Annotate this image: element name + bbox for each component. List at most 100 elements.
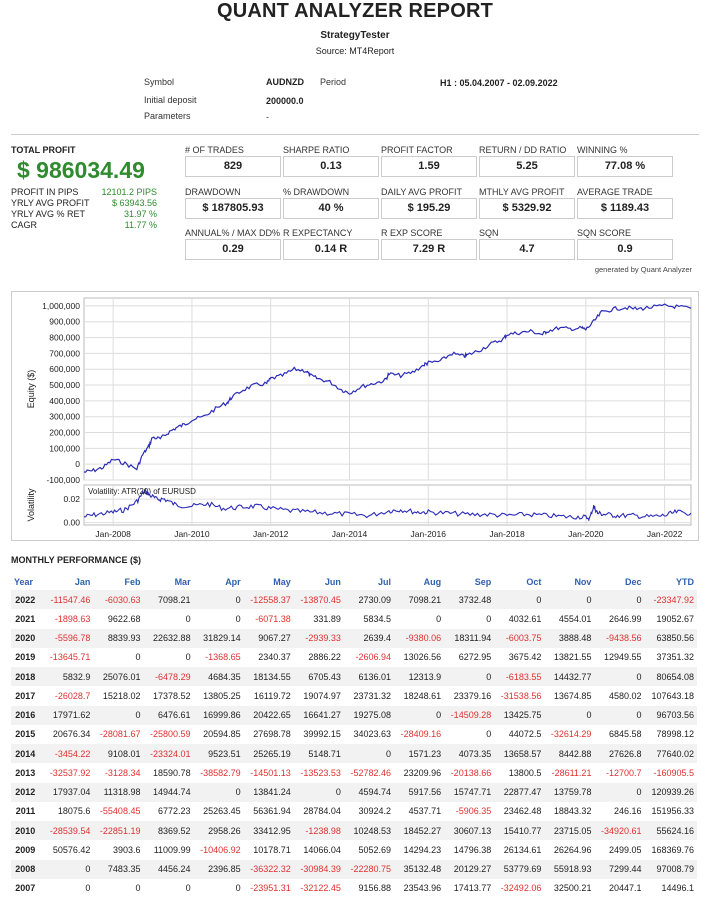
y-tick-label: 400,000 — [49, 396, 80, 406]
value-cell: -23951.31 — [250, 883, 291, 894]
year-cell: 2009 — [15, 844, 36, 855]
value-cell: 16641.27 — [293, 705, 344, 725]
parameters-label: Parameters — [144, 111, 191, 121]
value-cell: 18248.61 — [403, 690, 442, 701]
value-cell: 2340.37 — [258, 652, 291, 663]
value-cell: 2730.09 — [343, 590, 395, 610]
value-cell: 20447.1 — [609, 883, 642, 894]
equity-plot-area — [83, 297, 692, 481]
generated-note: generated by Quant Analyzer — [594, 265, 692, 274]
year-cell: 2016 — [11, 705, 44, 725]
value-cell: -31538.56 — [500, 690, 542, 701]
value-cell: 0 — [486, 729, 492, 740]
deposit-label: Initial deposit — [144, 95, 197, 105]
table-row: 2008 0 7483.35 4456.24 2396.85 -36322.32 -3098… — [11, 859, 697, 879]
value-cell: 7098.21 — [394, 590, 445, 610]
value-cell: 8839.93 — [93, 628, 144, 648]
value-cell: -28539.54 — [43, 821, 94, 841]
value-cell: 0 — [43, 859, 94, 879]
value-cell: -6071.38 — [255, 613, 291, 624]
value-cell: -6030.63 — [93, 590, 144, 610]
value-cell: 5148.71 — [293, 744, 344, 764]
value-cell: 26134.61 — [503, 844, 542, 855]
value-cell: 0 — [235, 883, 241, 894]
value-cell: -52782.46 — [350, 767, 392, 778]
value-cell: 11318.98 — [93, 782, 144, 802]
metric-card: SQN 4.7 — [479, 228, 575, 260]
value-cell: 13674.85 — [553, 690, 592, 701]
metric-label: RETURN / DD RATIO — [479, 145, 567, 155]
value-cell: 26264.96 — [553, 844, 592, 855]
y-tick-label: 300,000 — [49, 412, 80, 422]
value-cell: 28784.04 — [303, 806, 341, 817]
volatility-legend: Volatility: ATR(20) of EURUSD — [88, 487, 196, 496]
year-cell: 2022 — [11, 590, 44, 610]
table-row: 2021 -1898.63 9622.68 0 0 -6071.38 331.89 5834.… — [11, 609, 697, 628]
value-cell: 23731.32 — [353, 690, 392, 701]
value-cell: 4554.01 — [558, 613, 592, 624]
value-cell: 25265.19 — [243, 744, 294, 764]
stat-label: CAGR — [11, 220, 38, 230]
value-cell: 5052.69 — [358, 844, 392, 855]
parameters-value: - — [266, 112, 269, 122]
value-cell: 3675.42 — [508, 652, 542, 663]
value-cell: 20129.27 — [444, 859, 495, 879]
deposit-value: 200000.0 — [266, 96, 304, 106]
value-cell: 2958.26 — [193, 821, 244, 841]
x-tick-label: Jan-2010 — [174, 529, 210, 539]
value-cell: 168369.76 — [651, 844, 694, 855]
value-cell: 14944.74 — [143, 782, 194, 802]
year-cell: 2018 — [11, 667, 44, 687]
value-cell: 4594.74 — [343, 782, 395, 802]
value-cell: 13658.57 — [494, 744, 545, 764]
y-tick-label: 500,000 — [49, 380, 80, 390]
value-cell: 12313.9 — [394, 667, 445, 687]
equity-series-line — [83, 303, 692, 473]
symbol-label: Symbol — [144, 77, 175, 87]
metric-value: 0.13 — [283, 156, 379, 177]
value-cell: -28611.21 — [551, 767, 592, 778]
value-cell: 50576.42 — [52, 844, 91, 855]
value-cell: 20676.34 — [52, 729, 91, 740]
table-row: 2011 18075.6 -55408.45 6772.23 25263.45 56361… — [11, 802, 697, 821]
value-cell: 4032.61 — [508, 613, 542, 624]
column-header: Feb — [124, 576, 141, 587]
column-header: Year — [14, 576, 34, 587]
value-cell: 8442.88 — [544, 744, 595, 764]
metric-label: WINNING % — [577, 145, 628, 155]
table-row: 2012 17937.04 11318.98 14944.74 0 13841.24 0 45… — [11, 782, 697, 802]
column-header: May — [273, 576, 291, 587]
period-value: H1 : 05.04.2007 - 02.09.2022 — [440, 78, 558, 88]
value-cell: -32614.29 — [550, 729, 592, 740]
table-row: 2022 -11547.46 -6030.63 7098.21 0 -12558.37 -1… — [11, 590, 697, 610]
table-row: 2016 17971.62 0 6476.61 16999.86 20422.65 1664… — [11, 705, 697, 725]
year-cell: 2012 — [11, 782, 44, 802]
value-cell: 9067.27 — [243, 628, 294, 648]
value-cell: 0 — [93, 705, 144, 725]
value-cell: -2939.33 — [293, 628, 344, 648]
value-cell: -36322.32 — [243, 859, 294, 879]
equity-chart: 1,000,000 900,000 800,000 700,000 600,000 500… — [26, 297, 692, 539]
value-cell: -1368.65 — [205, 652, 241, 663]
value-cell: 15410.77 — [494, 821, 545, 841]
value-cell: 0 — [594, 590, 645, 610]
value-cell: 31829.14 — [193, 628, 244, 648]
value-cell: 8369.52 — [143, 821, 194, 841]
stat-value: 11.77 % — [124, 220, 157, 230]
value-cell: 63850.56 — [644, 628, 697, 648]
value-cell: 32500.21 — [553, 883, 592, 894]
value-cell: 0 — [193, 782, 244, 802]
volatility-tick-label: 0.02 — [63, 494, 80, 504]
value-cell: -14501.13 — [250, 767, 291, 778]
y-tick-label: 800,000 — [49, 333, 80, 343]
value-cell: -30984.39 — [293, 859, 344, 879]
metric-label: DAILY AVG PROFIT — [381, 187, 463, 197]
value-cell: 96703.56 — [644, 705, 697, 725]
value-cell: 17413.77 — [453, 883, 492, 894]
value-cell: 20594.85 — [203, 729, 241, 740]
column-header: Jun — [324, 576, 341, 587]
value-cell: 6705.43 — [293, 667, 344, 687]
report-title: QUANT ANALYZER REPORT — [216, 0, 494, 22]
value-cell: 13841.24 — [243, 782, 294, 802]
metric-card: R EXPECTANCY 0.14 R — [283, 228, 379, 260]
